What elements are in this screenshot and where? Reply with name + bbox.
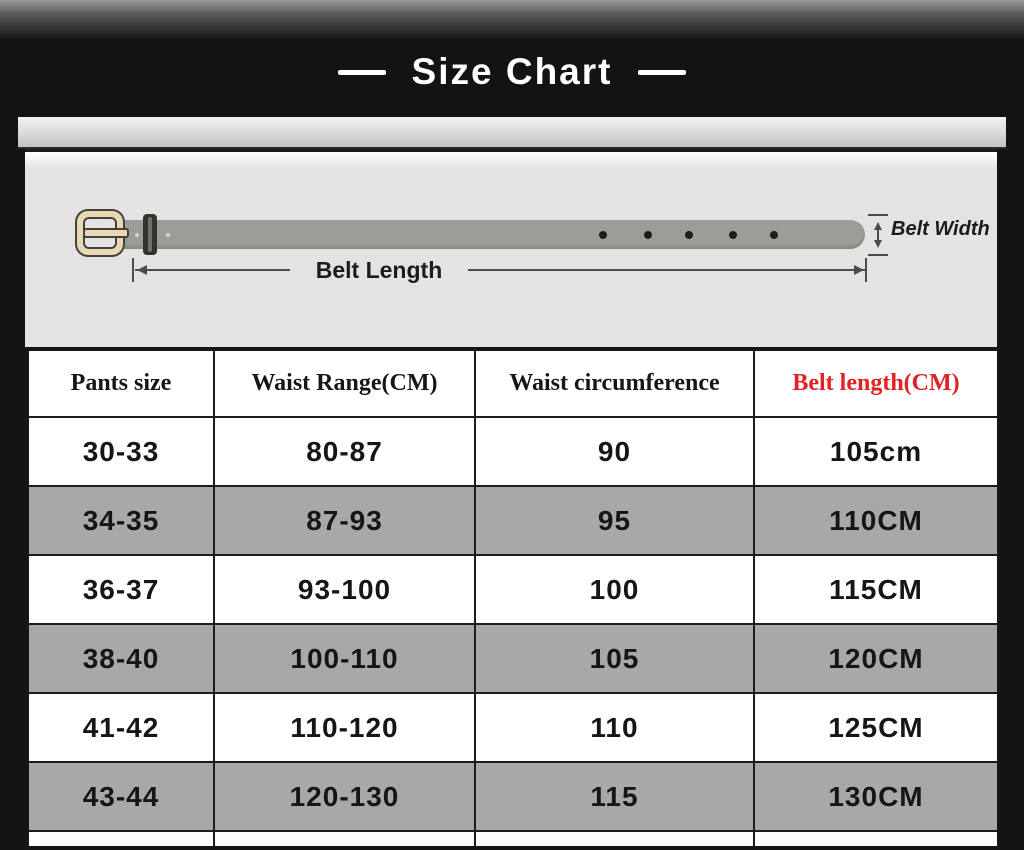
cell-waist-range: 87-93 — [213, 485, 476, 556]
cell-belt-length: 105cm — [753, 416, 1000, 487]
belt-keeper-loop — [143, 214, 157, 255]
cell-pants-size: 34-35 — [26, 485, 215, 556]
col-header-belt-length: Belt length(CM) — [753, 348, 1000, 418]
cell-waist-range: 100-110 — [213, 623, 476, 694]
cell-pants-size: 41-42 — [26, 692, 215, 763]
cell-pants-size: 30-33 — [26, 416, 215, 487]
stitch-dot — [135, 233, 139, 237]
table-row: 36-37 93-100 100 115CM — [26, 554, 1000, 625]
belt-width-dimension-line — [877, 228, 879, 242]
belt-diagram-panel: Belt Length Belt Width — [25, 149, 997, 347]
page-title: Size Chart — [411, 51, 613, 92]
cell-waist-range: 120-130 — [213, 761, 476, 832]
belt-length-arrow-left-icon — [137, 265, 147, 275]
belt-length-label: Belt Length — [290, 254, 468, 286]
table-row: 30-33 80-87 90 105cm — [26, 416, 1000, 487]
belt-strap — [117, 220, 865, 249]
belt-width-tick-top — [868, 214, 888, 216]
belt-hole — [770, 231, 778, 239]
size-table: Pants size Waist Range(CM) Waist circumf… — [25, 347, 1001, 850]
belt-width-tick-bottom — [868, 254, 888, 256]
belt-buckle-prong — [83, 228, 129, 238]
belt-width-label: Belt Width — [891, 218, 990, 240]
title-dash-left — [337, 69, 386, 75]
belt-hole — [599, 231, 607, 239]
belt-keeper-highlight — [148, 217, 152, 252]
col-header-waist-circumference: Waist circumference — [474, 348, 755, 418]
cell-waist-circumference: 105 — [474, 623, 755, 694]
cell-pants-size: 43-44 — [26, 761, 215, 832]
cell-belt-length: 110CM — [753, 485, 1000, 556]
table-row: 38-40 100-110 105 120CM — [26, 623, 1000, 694]
col-header-waist-range: Waist Range(CM) — [213, 348, 476, 418]
belt-length-tick-left — [132, 258, 134, 282]
cell-waist-circumference: 95 — [474, 485, 755, 556]
frame-top-bar — [18, 117, 1006, 149]
belt-hole — [644, 231, 652, 239]
page-title-row: Size Chart — [0, 46, 1024, 98]
title-dash-right — [638, 69, 687, 75]
cell-waist-circumference: 115 — [474, 761, 755, 832]
belt-length-tick-right — [865, 258, 867, 282]
belt-width-arrow-up-icon — [874, 222, 882, 230]
cell-waist-circumference: 100 — [474, 554, 755, 625]
cell-pants-size: 38-40 — [26, 623, 215, 694]
table-row: 34-35 87-93 95 110CM — [26, 485, 1000, 556]
cell-waist-circumference: 110 — [474, 692, 755, 763]
col-header-pants-size: Pants size — [26, 348, 215, 418]
belt-hole — [729, 231, 737, 239]
table-row: 43-44 120-130 115 130CM — [26, 761, 1000, 832]
belt-hole — [685, 231, 693, 239]
cell-waist-range: 110-120 — [213, 692, 476, 763]
cell-belt-length: 130CM — [753, 761, 1000, 832]
belt-length-dimension-line — [135, 269, 866, 271]
cell-belt-length: 115CM — [753, 554, 1000, 625]
table-header-row: Pants size Waist Range(CM) Waist circumf… — [26, 348, 1000, 418]
table-row-clipped — [26, 830, 1000, 849]
cell-waist-range: 93-100 — [213, 554, 476, 625]
top-gradient-strip — [0, 0, 1024, 40]
cell-belt-length: 120CM — [753, 623, 1000, 694]
stitch-dot — [166, 233, 170, 237]
cell-waist-circumference: 90 — [474, 416, 755, 487]
cell-pants-size: 36-37 — [26, 554, 215, 625]
cell-waist-range: 80-87 — [213, 416, 476, 487]
cell-belt-length: 125CM — [753, 692, 1000, 763]
belt-length-arrow-right-icon — [854, 265, 864, 275]
table-row: 41-42 110-120 110 125CM — [26, 692, 1000, 763]
belt-width-arrow-down-icon — [874, 240, 882, 248]
